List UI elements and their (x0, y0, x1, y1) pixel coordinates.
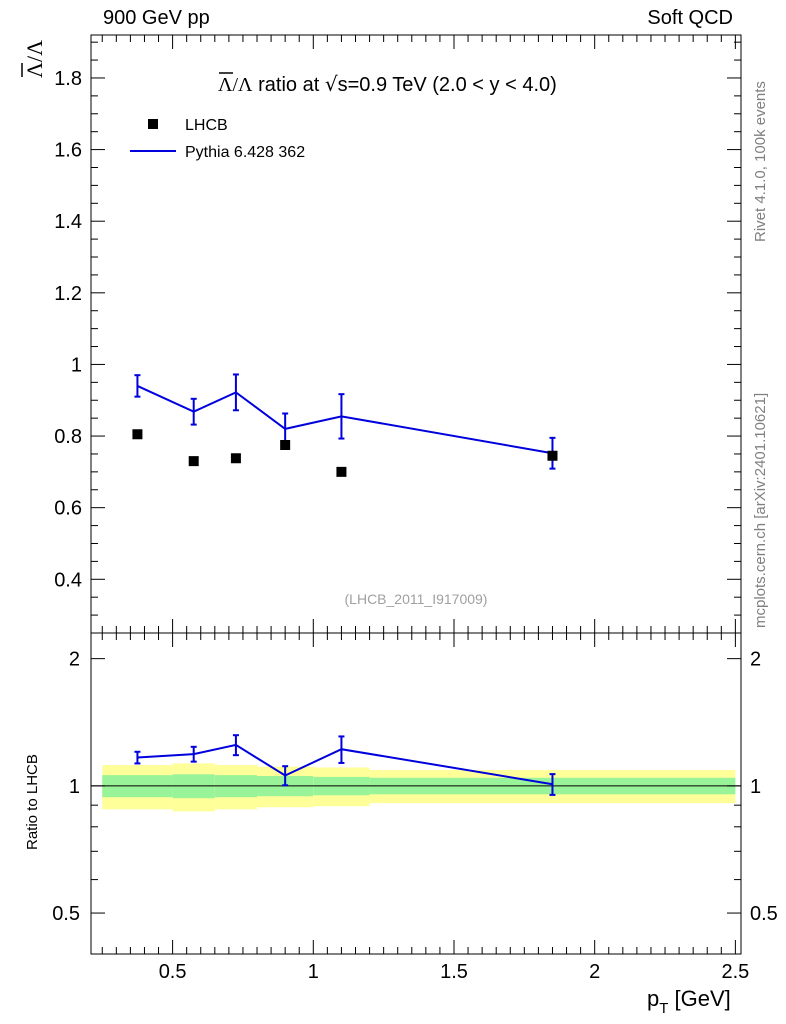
ratio-y-axis-label-text: Ratio to LHCB (24, 754, 41, 850)
main-y-tick-label: 1 (71, 354, 82, 376)
lhcb-data-point (547, 450, 558, 461)
main-y-axis-label-text: Λ/Λ (22, 40, 47, 78)
main-y-tick-label: 0.4 (54, 569, 82, 591)
chart-title: Λ/Λ ratio at √s=0.9 TeV (2.0 < y < 4.0) (218, 72, 557, 96)
main-y-axis-label: Λ/Λ (22, 40, 47, 78)
x-axis-label-unit: [GeV] (668, 986, 730, 1011)
lhcb-data-point (280, 440, 291, 451)
main-y-tick-label: 0.6 (54, 498, 82, 520)
main-y-tick-label: 0.8 (54, 426, 82, 448)
ratio-pythia-line (137, 743, 553, 786)
ratio-y-tick-label-left: 0.5 (52, 903, 80, 925)
main-y-tick-label: 1.8 (54, 68, 82, 90)
ratio-plot-frame (90, 632, 742, 955)
main-y-tick-label: 1.4 (54, 211, 82, 233)
ratio-y-tick-label-right: 1 (750, 776, 761, 798)
lhcb-data-point (188, 456, 199, 467)
pythia-line (137, 385, 553, 455)
main-y-tick-label: 1.2 (54, 283, 82, 305)
x-axis-label-p: p (647, 986, 659, 1011)
x-axis-label-sub: T (659, 1000, 668, 1017)
x-tick-label: 1 (308, 961, 319, 983)
chart-title-symbol: Λ/Λ (218, 74, 253, 96)
legend-lhcb-label: LHCB (185, 117, 228, 134)
header-right-label: Soft QCD (647, 7, 733, 29)
x-tick-label: 0.5 (159, 961, 187, 983)
x-tick-label: 1.5 (440, 961, 468, 983)
chart-title-sqrt: √ (325, 72, 338, 96)
legend: LHCB Pythia 6.428 362 (130, 117, 305, 161)
x-tick-label: 2.5 (721, 961, 749, 983)
ratio-y-axis-label: Ratio to LHCB (24, 754, 41, 850)
chart-title-text: ratio at (253, 74, 325, 96)
ratio-uncertainty-bands (91, 763, 741, 812)
main-y-tick-label: 1.6 (54, 140, 82, 162)
x-axis-label: pT [GeV] (647, 986, 731, 1017)
chart-title-tail: s=0.9 TeV (2.0 < y < 4.0) (338, 74, 557, 96)
ratio-y-tick-label-right: 2 (750, 649, 761, 671)
lhcb-data-point (336, 466, 347, 477)
ratio-y-tick-label-left: 1 (69, 776, 80, 798)
ratio-y-tick-label-left: 2 (69, 649, 80, 671)
header-left-label: 900 GeV pp (103, 7, 210, 29)
analysis-tag: (LHCB_2011_I917009) (345, 591, 488, 607)
x-tick-label: 2 (589, 961, 600, 983)
data-marks (132, 373, 558, 796)
ratio-y-tick-label-right: 0.5 (750, 903, 778, 925)
lhcb-data-point (230, 453, 241, 464)
axis-tick-labels: 0.5 1 1.5 2 2.5 0.4 0.6 0.8 1 1.2 1.4 1.6 1.8 0.5 0.5 1… (52, 68, 778, 983)
legend-pythia-label: Pythia 6.428 362 (185, 144, 305, 161)
legend-lhcb-marker (148, 119, 158, 129)
axis-ticks (91, 35, 741, 955)
lhcb-data-point (132, 429, 143, 440)
